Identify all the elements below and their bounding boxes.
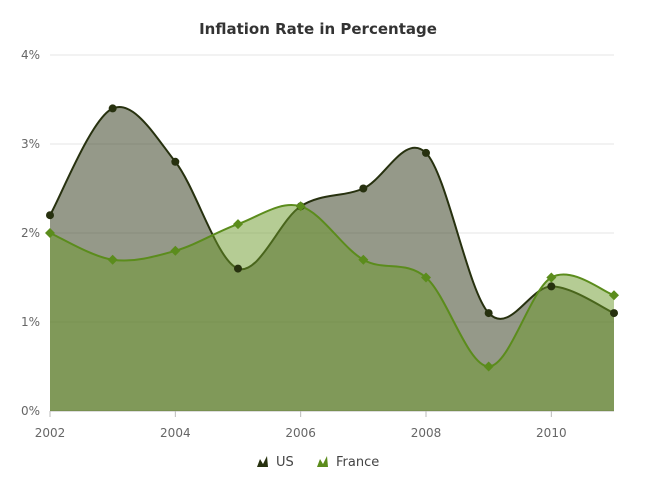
data-point: [359, 184, 368, 193]
data-point: [171, 157, 180, 166]
area-france: [50, 205, 614, 411]
legend-label: US: [276, 455, 294, 470]
data-point: [421, 272, 431, 283]
data-point: [234, 264, 242, 273]
y-tick-label: 3%: [21, 137, 40, 151]
data-point: [484, 309, 493, 318]
legend-area-icon: [317, 456, 328, 467]
line-us: [49, 106, 615, 320]
line-france: [49, 204, 615, 368]
data-point: [46, 211, 54, 220]
x-tick-label: 2008: [411, 426, 442, 440]
data-point: [483, 361, 494, 372]
data-point: [108, 104, 117, 113]
y-tick-label: 0%: [21, 404, 40, 418]
data-point: [45, 228, 55, 238]
data-point: [610, 309, 618, 318]
data-point: [546, 272, 557, 283]
x-tick-label: 2002: [35, 426, 66, 440]
data-point: [295, 201, 306, 212]
data-point: [358, 254, 369, 265]
data-point: [422, 148, 430, 157]
x-tick-label: 2010: [536, 426, 567, 440]
y-tick-label: 4%: [21, 48, 40, 62]
legend-item-us[interactable]: US: [257, 455, 294, 470]
y-tick-label: 2%: [21, 226, 40, 240]
legend-item-france[interactable]: France: [317, 455, 379, 470]
data-point: [107, 254, 118, 265]
x-tick-label: 2006: [285, 426, 316, 440]
data-point: [547, 282, 556, 291]
data-point: [233, 219, 243, 230]
data-point: [170, 245, 181, 256]
data-point: [609, 290, 619, 301]
chart-title: Inflation Rate in Percentage: [199, 20, 437, 38]
legend-area-icon: [257, 456, 268, 467]
x-tick-label: 2004: [160, 426, 191, 440]
legend-label: France: [336, 455, 379, 470]
y-tick-label: 1%: [21, 315, 40, 329]
